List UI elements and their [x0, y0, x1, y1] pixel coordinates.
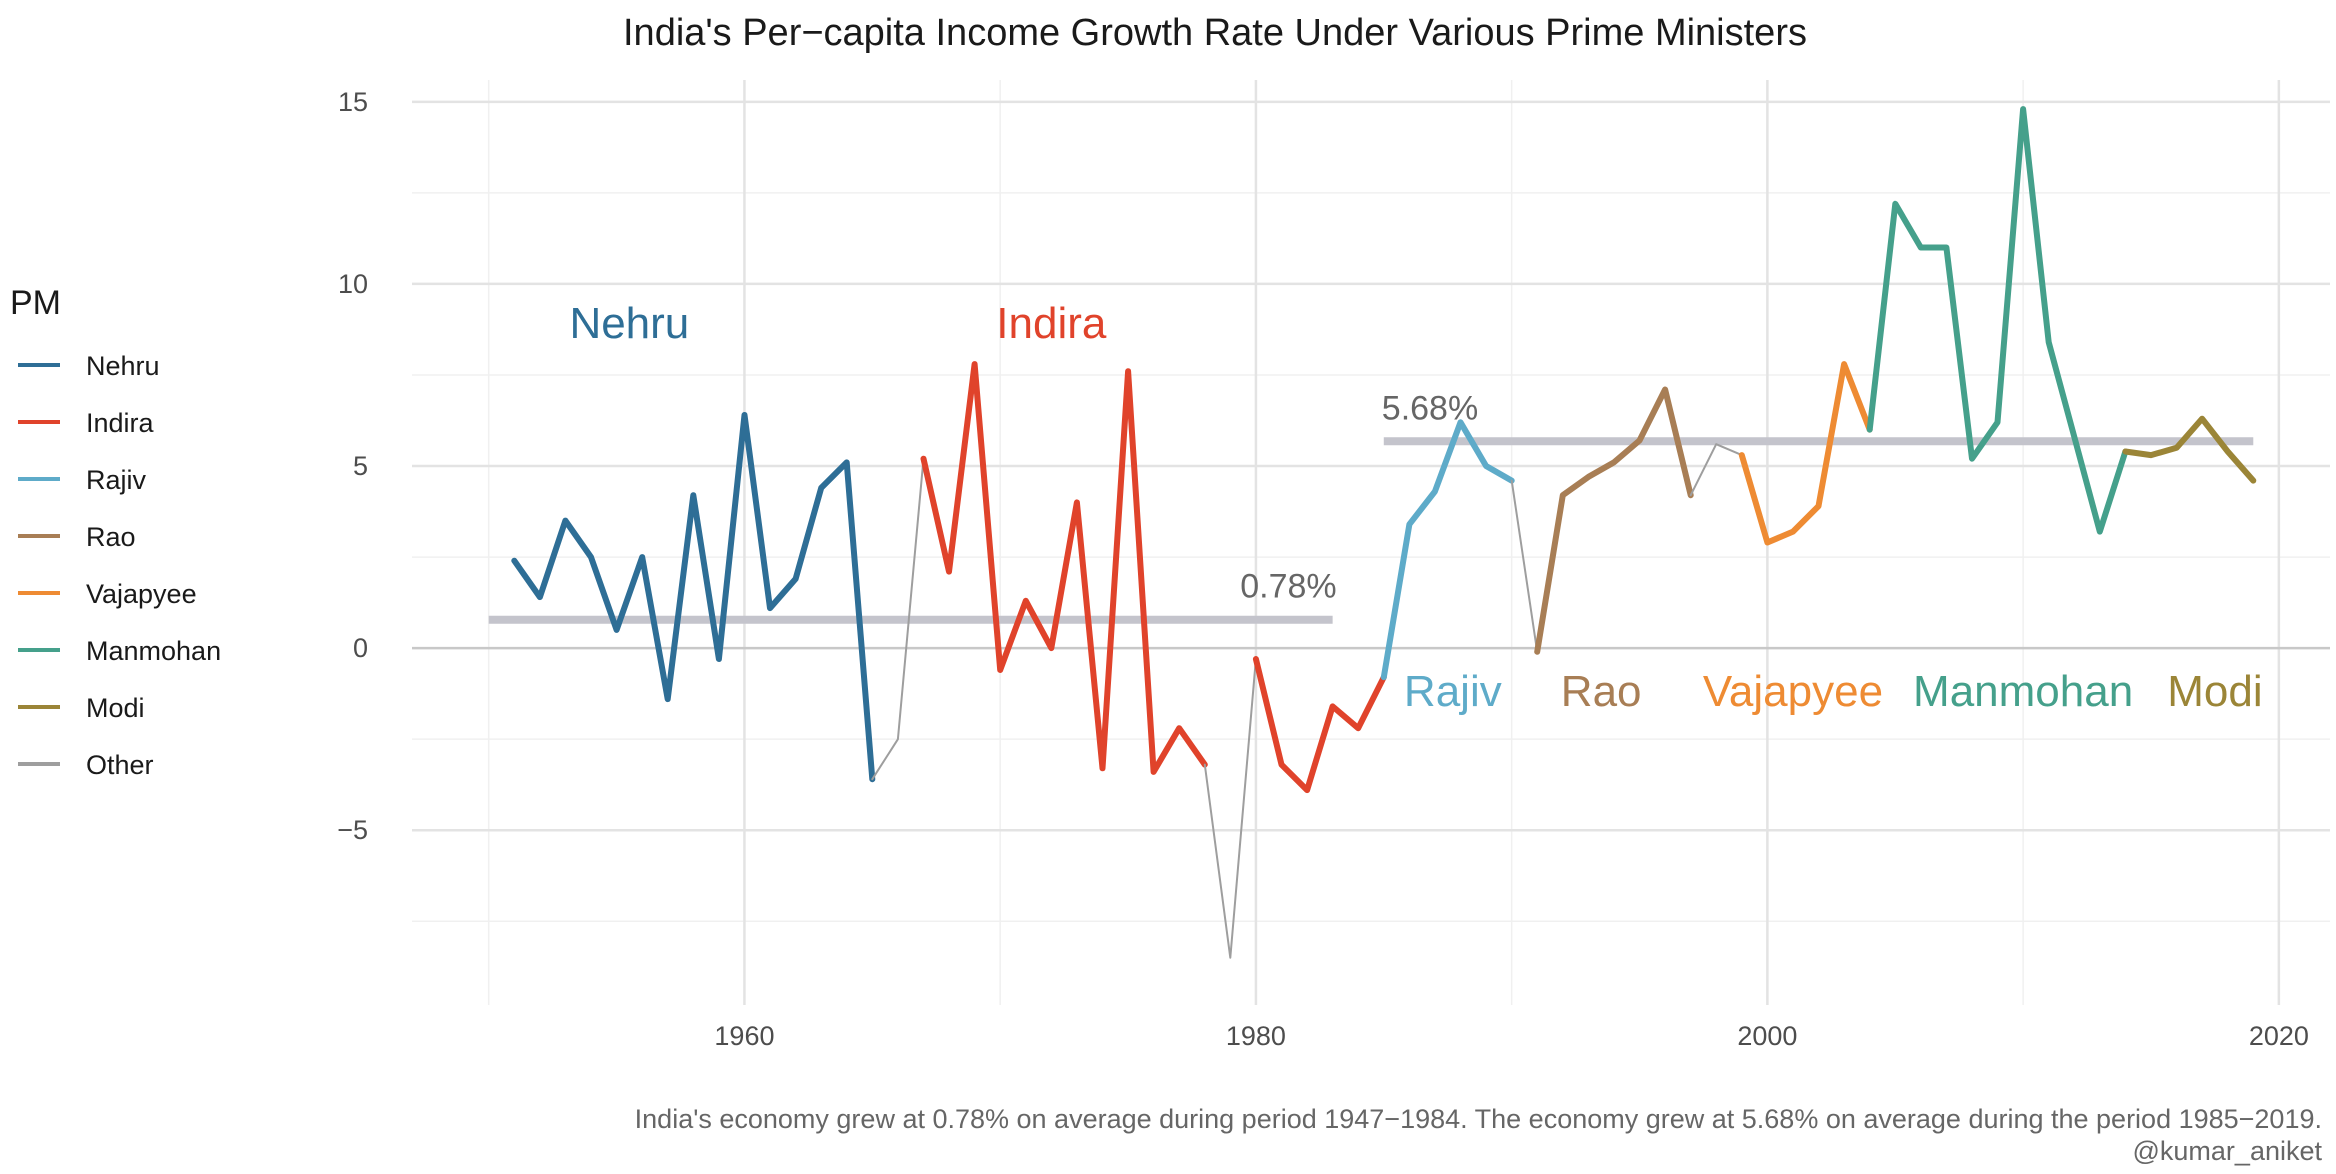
caption-line-1: India's economy grew at 0.78% on average… — [635, 1104, 2322, 1134]
series-line-other — [1689, 443, 1743, 497]
legend-label: Indira — [86, 408, 155, 438]
annotation-rajiv: Rajiv — [1404, 667, 1502, 716]
x-tick-label: 1960 — [714, 1021, 774, 1051]
series-line-other — [871, 457, 925, 781]
x-tick-label: 2000 — [1737, 1021, 1797, 1051]
series-line-rao — [1534, 386, 1694, 655]
average-lines: 0.78% 5.68% — [488, 389, 2254, 624]
series-line-other — [1203, 658, 1257, 959]
y-tick-label: −5 — [337, 815, 368, 845]
average-label: 5.68% — [1382, 389, 1478, 427]
y-tick-label: 0 — [353, 633, 368, 663]
legend-label: Other — [86, 750, 154, 780]
series-lines — [511, 106, 2257, 959]
legend-label: Vajapyee — [86, 579, 197, 609]
annotation-nehru: Nehru — [569, 299, 689, 348]
series-line-indira — [920, 361, 1208, 775]
series-line-vajapyee — [1738, 361, 1873, 546]
series-line-rajiv — [1380, 419, 1515, 681]
legend: PM Nehru Indira Rajiv Rao Vajapyee Manmohan Mod… — [10, 284, 221, 780]
y-tick-label: 15 — [338, 87, 368, 117]
x-tick-label: 2020 — [2249, 1021, 2309, 1051]
annotation-rao: Rao — [1561, 667, 1642, 716]
legend-label: Manmohan — [86, 636, 221, 666]
pm-annotations: Nehru Indira Rajiv Rao Vajapyee Manmohan Modi — [569, 299, 2262, 716]
annotation-indira: Indira — [996, 299, 1107, 348]
y-tick-label: 5 — [353, 451, 368, 481]
x-tick-label: 1980 — [1226, 1021, 1286, 1051]
chart-title: India's Per−capita Income Growth Rate Un… — [623, 12, 1807, 54]
average-label: 0.78% — [1240, 568, 1336, 606]
annotation-vajapyee: Vajapyee — [1703, 667, 1883, 716]
legend-label: Rajiv — [86, 465, 147, 495]
caption-line-2: @kumar_aniket — [2133, 1136, 2323, 1166]
annotation-manmohan: Manmohan — [1913, 667, 2133, 716]
axis-tick-labels: 1960 1980 2000 2020 −5 0 5 10 15 — [337, 87, 2309, 1051]
series-line-modi — [2122, 415, 2257, 484]
series-line-manmohan — [1866, 106, 2129, 535]
legend-label: Modi — [86, 693, 145, 723]
major-gridlines — [412, 80, 2330, 1005]
annotation-modi: Modi — [2167, 667, 2262, 716]
series-line-nehru — [511, 412, 876, 783]
series-line-other — [1510, 479, 1539, 653]
legend-label: Rao — [86, 522, 136, 552]
series-line-indira — [1252, 656, 1387, 794]
y-tick-label: 10 — [338, 269, 368, 299]
legend-title: PM — [10, 284, 61, 322]
legend-label: Nehru — [86, 351, 160, 381]
